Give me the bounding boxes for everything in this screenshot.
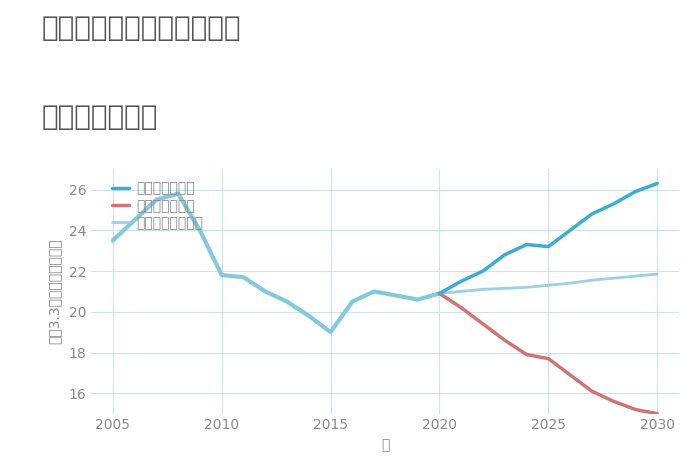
グッドシナリオ xyxy=(522,242,531,247)
バッドシナリオ xyxy=(610,399,618,404)
グッドシナリオ xyxy=(566,227,574,233)
ノーマルシナリオ xyxy=(500,285,509,291)
ノーマルシナリオ xyxy=(566,281,574,286)
ノーマルシナリオ xyxy=(610,275,618,281)
グッドシナリオ xyxy=(479,268,487,274)
グッドシナリオ xyxy=(435,290,444,296)
バッドシナリオ xyxy=(457,305,466,311)
ノーマルシナリオ xyxy=(435,290,444,296)
グッドシナリオ xyxy=(631,189,640,195)
グッドシナリオ xyxy=(500,252,509,258)
Line: グッドシナリオ: グッドシナリオ xyxy=(440,183,657,293)
グッドシナリオ xyxy=(653,180,662,186)
ノーマルシナリオ xyxy=(457,289,466,294)
Y-axis label: 坪（3.3㎡）単価（万円）: 坪（3.3㎡）単価（万円） xyxy=(48,239,62,344)
Legend: グッドシナリオ, バッドシナリオ, ノーマルシナリオ: グッドシナリオ, バッドシナリオ, ノーマルシナリオ xyxy=(110,179,206,233)
Line: バッドシナリオ: バッドシナリオ xyxy=(440,293,657,414)
ノーマルシナリオ xyxy=(479,287,487,292)
X-axis label: 年: 年 xyxy=(381,438,389,452)
バッドシナリオ xyxy=(544,356,552,361)
グッドシナリオ xyxy=(457,278,466,284)
ノーマルシナリオ xyxy=(653,271,662,277)
ノーマルシナリオ xyxy=(522,284,531,290)
バッドシナリオ xyxy=(522,352,531,357)
バッドシナリオ xyxy=(435,290,444,296)
ノーマルシナリオ xyxy=(544,282,552,288)
ノーマルシナリオ xyxy=(631,273,640,279)
ノーマルシナリオ xyxy=(588,277,596,283)
グッドシナリオ xyxy=(544,244,552,250)
バッドシナリオ xyxy=(588,388,596,394)
バッドシナリオ xyxy=(653,411,662,416)
バッドシナリオ xyxy=(566,372,574,378)
グッドシナリオ xyxy=(588,211,596,217)
バッドシナリオ xyxy=(500,337,509,343)
Line: ノーマルシナリオ: ノーマルシナリオ xyxy=(440,274,657,293)
バッドシナリオ xyxy=(631,407,640,412)
Text: 土地の価格推移: 土地の価格推移 xyxy=(42,103,158,132)
Text: 千葉県香取郡東庄町青馬の: 千葉県香取郡東庄町青馬の xyxy=(42,14,241,42)
バッドシナリオ xyxy=(479,321,487,327)
グッドシナリオ xyxy=(610,201,618,207)
